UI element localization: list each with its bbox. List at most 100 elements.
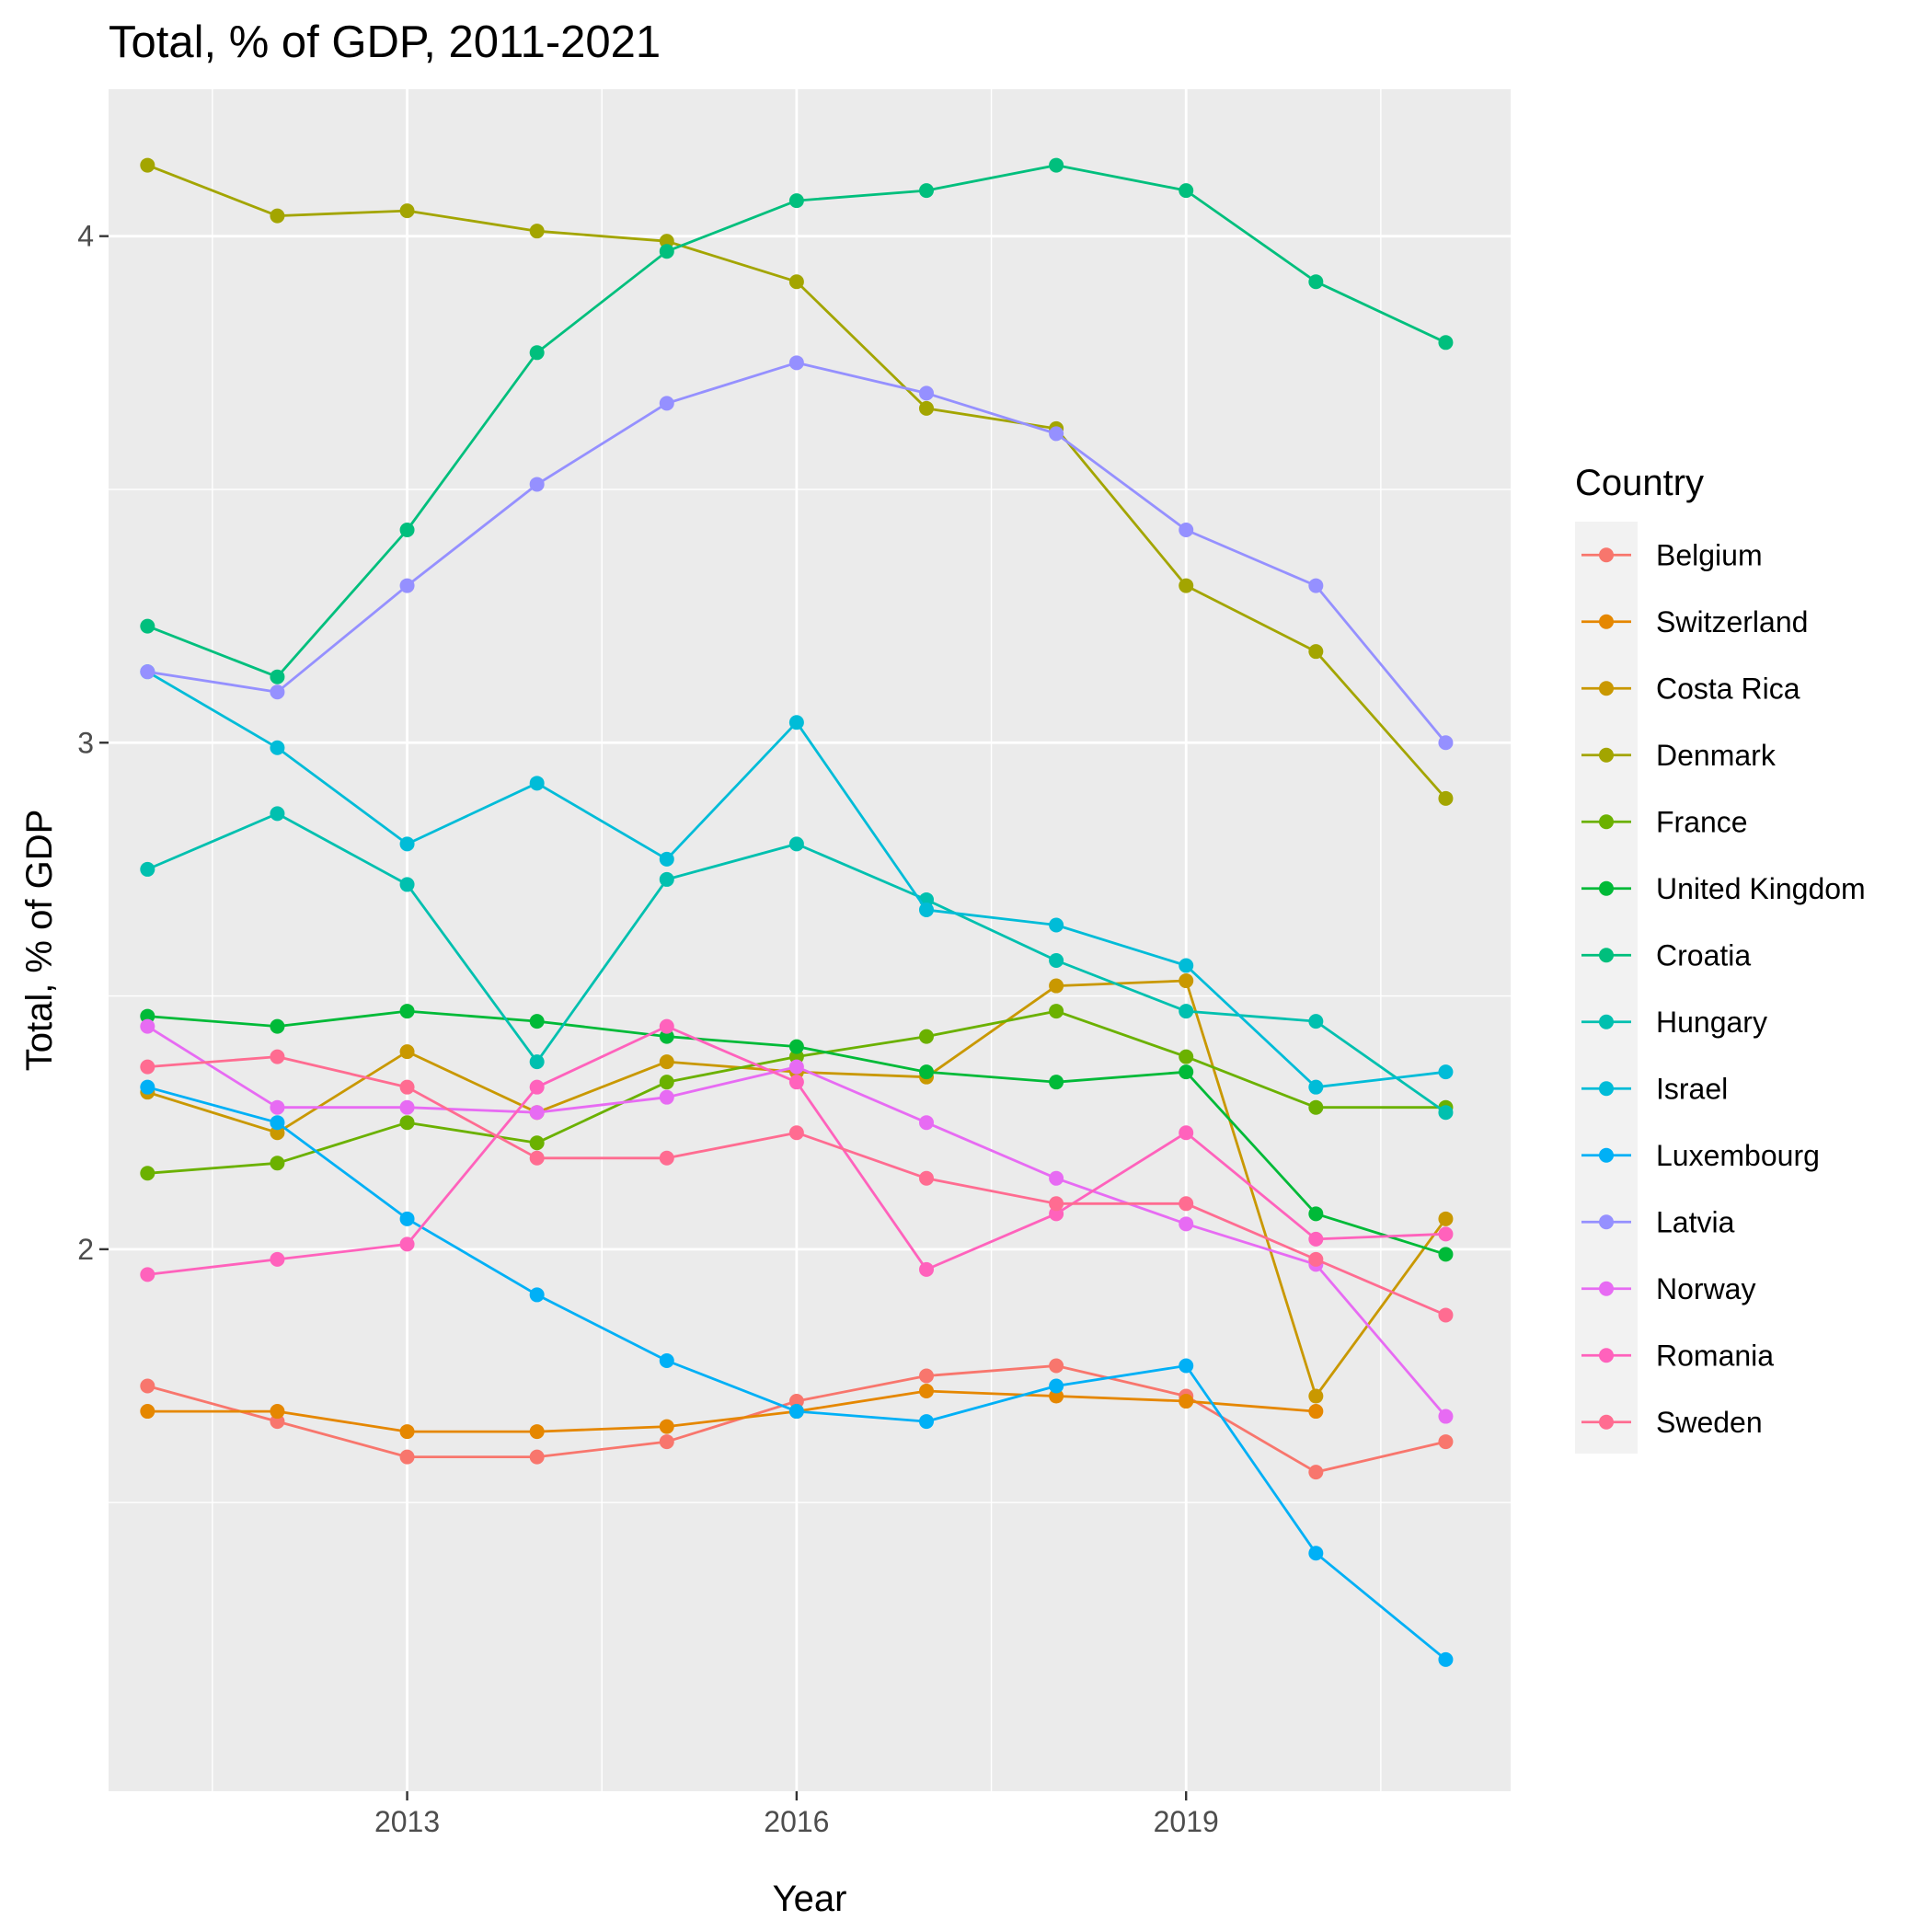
data-point	[1049, 953, 1064, 969]
data-point	[788, 355, 804, 371]
legend: Country Belgium Switzerland Costa Rica Denm…	[1575, 463, 1866, 1454]
data-point	[1438, 1434, 1454, 1450]
data-point	[788, 1394, 804, 1409]
data-point	[1308, 274, 1324, 290]
data-point	[140, 1079, 155, 1095]
data-point	[788, 1125, 804, 1141]
legend-key-point	[1599, 948, 1614, 963]
series-layer	[140, 157, 1454, 1667]
data-point	[529, 1105, 545, 1121]
data-point	[1049, 1206, 1064, 1222]
data-point	[140, 861, 155, 877]
axis-ticks	[99, 235, 1188, 1800]
legend-key-point	[1599, 1214, 1614, 1230]
x-tick-labels: 2013 2016 2019	[374, 1805, 1219, 1838]
data-point	[140, 1378, 155, 1394]
data-point	[788, 274, 804, 290]
data-point	[919, 1170, 934, 1186]
data-point	[1049, 978, 1064, 994]
data-point	[1049, 1196, 1064, 1212]
legend-key-point	[1599, 1414, 1614, 1430]
data-point	[1049, 426, 1064, 442]
data-point	[529, 1449, 545, 1465]
data-point	[1179, 973, 1194, 989]
major-gridlines	[109, 89, 1511, 1791]
x-tick-label: 2013	[374, 1805, 440, 1838]
data-point	[529, 1135, 545, 1151]
data-point	[1438, 1247, 1454, 1262]
data-point	[270, 208, 285, 224]
data-point	[659, 396, 674, 411]
y-tick-label: 3	[77, 726, 94, 759]
data-point	[659, 851, 674, 867]
legend-label: Denmark	[1656, 739, 1777, 772]
legend-label: Norway	[1656, 1272, 1755, 1305]
data-point	[399, 1004, 415, 1019]
data-point	[1049, 157, 1064, 173]
legend-label: Luxembourg	[1656, 1139, 1820, 1172]
data-point	[919, 385, 934, 401]
data-point	[919, 400, 934, 416]
data-point	[140, 1404, 155, 1420]
legend-key-point	[1599, 747, 1614, 763]
data-point	[659, 1018, 674, 1034]
minor-gridlines	[109, 89, 1511, 1791]
data-point	[1179, 1196, 1194, 1212]
x-tick-label: 2019	[1154, 1805, 1219, 1838]
data-point	[919, 1261, 934, 1277]
data-point	[1179, 1125, 1194, 1141]
data-point	[270, 1099, 285, 1115]
data-point	[140, 1166, 155, 1181]
legend-label: United Kingdom	[1656, 872, 1866, 905]
data-point	[1438, 1409, 1454, 1424]
data-point	[529, 1079, 545, 1095]
data-point	[270, 740, 285, 755]
data-point	[1049, 917, 1064, 933]
data-point	[788, 836, 804, 852]
data-point	[1049, 1358, 1064, 1374]
data-point	[788, 1404, 804, 1420]
data-point	[1308, 1465, 1324, 1480]
legend-label: Costa Rica	[1656, 672, 1800, 705]
data-point	[919, 902, 934, 917]
legend-key-background	[1575, 522, 1638, 1454]
data-point	[1308, 1206, 1324, 1222]
data-point	[1179, 523, 1194, 538]
data-point	[270, 1049, 285, 1064]
data-point	[919, 1029, 934, 1044]
data-point	[1049, 1075, 1064, 1090]
legend-key-point	[1599, 1014, 1614, 1029]
data-point	[529, 1287, 545, 1303]
data-point	[919, 1384, 934, 1399]
data-point	[1179, 1216, 1194, 1232]
data-point	[1049, 1170, 1064, 1186]
data-point	[659, 871, 674, 887]
legend-key-point	[1599, 814, 1614, 830]
data-point	[529, 224, 545, 239]
data-point	[1179, 958, 1194, 973]
series-line-1	[147, 1389, 1317, 1433]
data-point	[399, 1449, 415, 1465]
data-point	[1179, 1064, 1194, 1080]
legend-label: Belgium	[1656, 538, 1763, 571]
data-point	[1179, 1004, 1194, 1019]
legend-title: Country	[1575, 463, 1704, 503]
y-tick-label: 4	[77, 220, 94, 253]
data-point	[659, 1434, 674, 1450]
data-point	[1049, 1004, 1064, 1019]
data-point	[788, 715, 804, 730]
x-axis-title: Year	[773, 1879, 847, 1919]
legend-key-point	[1599, 1147, 1614, 1163]
data-point	[659, 1352, 674, 1368]
legend-label: Hungary	[1656, 1006, 1767, 1039]
data-point	[399, 1079, 415, 1095]
legend-label: Romania	[1656, 1339, 1774, 1372]
data-point	[270, 1115, 285, 1131]
data-point	[1308, 1014, 1324, 1029]
legend-label: Israel	[1656, 1072, 1728, 1105]
legend-key-point	[1599, 547, 1614, 563]
legend-key-point	[1599, 614, 1614, 629]
data-point	[919, 1368, 934, 1384]
data-point	[399, 1424, 415, 1440]
